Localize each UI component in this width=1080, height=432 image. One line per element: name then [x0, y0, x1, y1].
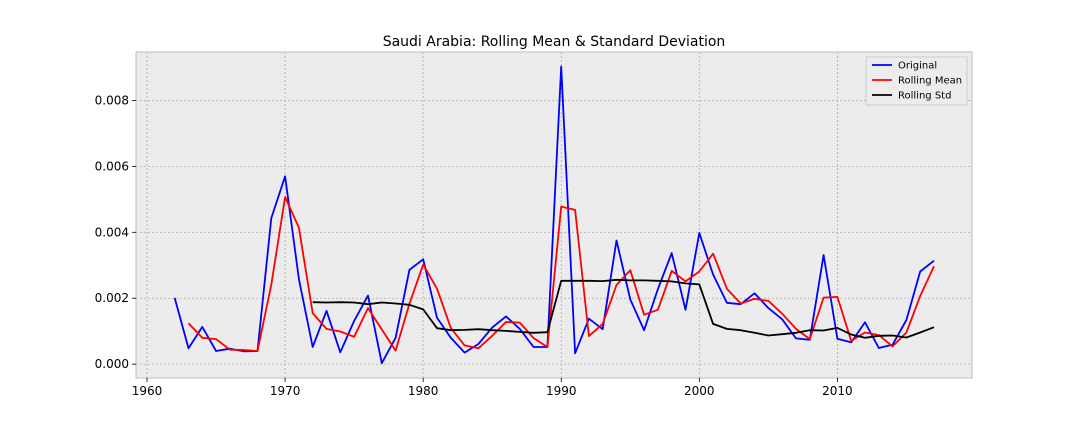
x-tick-label: 1970 [270, 384, 301, 398]
x-tick-label: 1960 [132, 384, 163, 398]
y-tick-label: 0.004 [95, 225, 129, 239]
legend: Original Rolling Mean Rolling Std [865, 56, 968, 106]
y-tick-label: 0.002 [95, 291, 129, 305]
series-line-rolling-mean [187, 196, 935, 352]
plot-frame [135, 51, 973, 379]
y-tick-label: 0.008 [95, 93, 129, 107]
legend-label-rolling-mean: Rolling Mean [898, 76, 962, 87]
x-tick-label: 1990 [546, 384, 577, 398]
x-tick-label: 2000 [684, 384, 715, 398]
legend-label-rolling-std: Rolling Std [898, 91, 951, 102]
y-tick-label: 0.006 [95, 159, 129, 173]
y-axis-ticks: 0.000 0.002 0.004 0.006 0.008 [95, 93, 136, 371]
series-line-original [173, 65, 935, 365]
series-lines [173, 65, 935, 365]
x-tick-label: 2010 [822, 384, 853, 398]
x-tick-label: 1980 [408, 384, 439, 398]
chart-title: Saudi Arabia: Rolling Mean & Standard De… [383, 34, 726, 50]
y-tick-label: 0.000 [95, 357, 129, 371]
grid-lines [136, 52, 972, 378]
x-axis-ticks: 1960 1970 1980 1990 2000 2010 [132, 378, 853, 398]
legend-label-original: Original [898, 61, 937, 72]
series-line-rolling-std [312, 278, 935, 339]
